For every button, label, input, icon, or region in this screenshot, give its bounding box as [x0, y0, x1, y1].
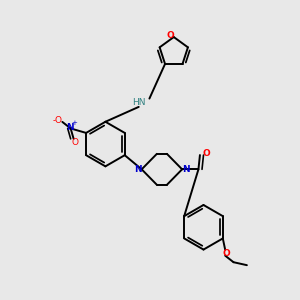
Text: O: O	[55, 116, 62, 125]
Text: O: O	[71, 138, 78, 147]
Text: HN: HN	[132, 98, 146, 107]
Text: +: +	[71, 120, 77, 126]
Text: -: -	[53, 116, 56, 125]
Text: N: N	[182, 165, 190, 174]
Text: O: O	[222, 249, 230, 258]
Text: N: N	[134, 165, 142, 174]
Text: O: O	[202, 149, 210, 158]
Text: O: O	[166, 31, 174, 40]
Text: N: N	[66, 123, 74, 132]
